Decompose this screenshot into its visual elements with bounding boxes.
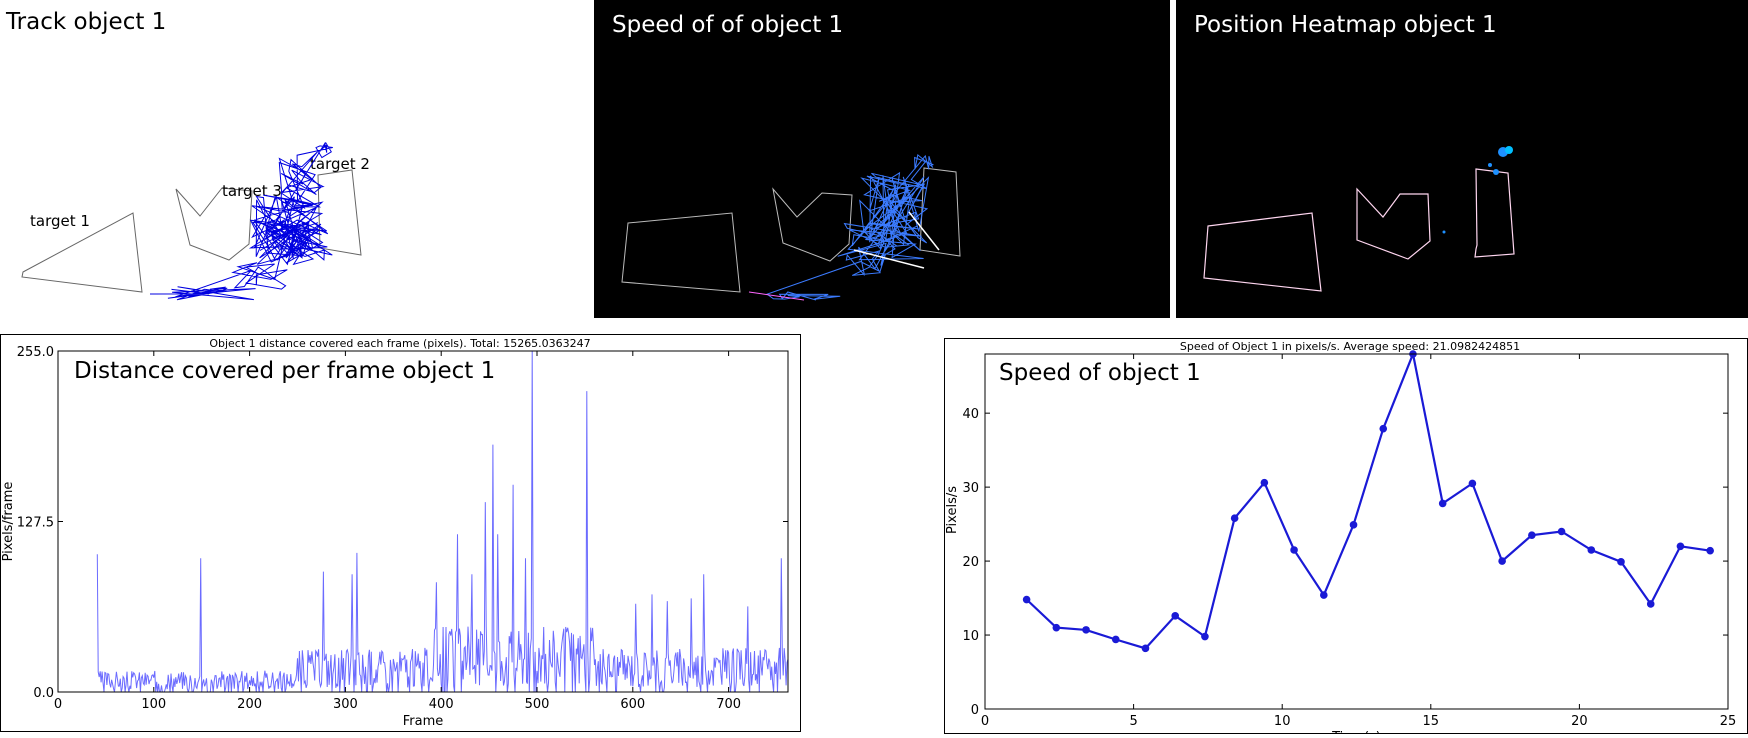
- distance-chart-svg: Object 1 distance covered each frame (pi…: [1, 337, 789, 729]
- heatmap-title: Position Heatmap object 1: [1194, 12, 1497, 38]
- target-2-label: target 2: [310, 155, 370, 173]
- distance-ytick-label: 255.0: [17, 345, 54, 360]
- heatmap-hotspot-2: [1505, 146, 1513, 154]
- speed-data-point: [1052, 623, 1061, 632]
- speed-image-zone-2: [772, 187, 853, 262]
- speed-xtick-label: 10: [1274, 714, 1291, 729]
- speed-data-point: [1498, 557, 1506, 565]
- distance-xtick-label: 300: [333, 697, 358, 712]
- distance-chart-title: Object 1 distance covered each frame (pi…: [209, 337, 590, 350]
- distance-xtick-label: 700: [716, 697, 741, 712]
- distance-series-line: [96, 351, 788, 692]
- speed-data-point: [1617, 558, 1625, 566]
- target-1-label: target 1: [30, 212, 90, 230]
- speed-highlight-line-1: [853, 249, 925, 269]
- speed-data-point: [1290, 546, 1298, 554]
- speed-plot-frame: [984, 353, 1729, 710]
- speed-ylabel: Pixels/s: [945, 486, 960, 534]
- heatmap-hotspot-4: [1488, 163, 1492, 167]
- speed-data-point: [1468, 479, 1477, 488]
- speed-data-point: [1230, 514, 1239, 522]
- speed-ytick-label: 20: [962, 555, 979, 570]
- distance-xlabel: Frame: [403, 714, 444, 729]
- speed-data-point: [1379, 424, 1388, 433]
- heatmap-drawing: [1203, 146, 1515, 292]
- speed-series-line: [1025, 350, 1711, 650]
- track-panel-title: Track object 1: [6, 9, 167, 35]
- speed-data-point: [1022, 595, 1031, 604]
- speed-data-point: [1557, 527, 1566, 536]
- speed-data-point: [1438, 499, 1447, 508]
- distance-xtick-label: 400: [429, 697, 454, 712]
- speed-chart-annotation: Speed of object 1: [999, 360, 1201, 386]
- speed-chart-title: Speed of Object 1 in pixels/s. Average s…: [1180, 340, 1520, 353]
- speed-data-point: [1201, 632, 1209, 641]
- speed-highlight-line-3: [748, 291, 805, 301]
- speed-image-panel: Speed of of object 1: [594, 0, 1170, 318]
- target-1-zone: [21, 212, 143, 293]
- heatmap-hotspot-5: [1442, 230, 1446, 234]
- heatmap-hotspot-3: [1493, 169, 1499, 175]
- speed-data-point: [1706, 546, 1714, 555]
- speed-ytick-label: 0: [971, 703, 979, 718]
- target-2-zone: [317, 169, 362, 256]
- distance-ylabel: Pixels/frame: [1, 482, 16, 562]
- distance-chart: Object 1 distance covered each frame (pi…: [0, 334, 801, 732]
- speed-xtick-label: 5: [1129, 714, 1137, 729]
- speed-data-point: [1320, 591, 1328, 599]
- speed-ytick-label: 30: [962, 481, 979, 496]
- speed-data-point: [1082, 626, 1090, 634]
- speed-track-path: [766, 153, 934, 301]
- heatmap-zone-1: [1203, 212, 1322, 292]
- speed-data-point: [1349, 521, 1358, 529]
- object-track-path: [149, 141, 333, 301]
- speed-data-point: [1260, 478, 1269, 487]
- speed-data-point: [1111, 635, 1120, 644]
- speed-data-point: [1528, 531, 1536, 539]
- speed-xlabel: Time(s): [1331, 730, 1381, 734]
- speed-data-point: [1141, 644, 1150, 653]
- speed-image-zone-3: [919, 167, 961, 257]
- heatmap-panel: Position Heatmap object 1: [1176, 0, 1748, 318]
- speed-image-zone-1: [621, 212, 741, 293]
- speed-xtick-label: 20: [1571, 714, 1588, 729]
- distance-xtick-label: 0: [54, 697, 62, 712]
- distance-chart-annotation: Distance covered per frame object 1: [74, 358, 495, 384]
- speed-highlight-line-2: [908, 211, 940, 251]
- speed-chart-svg: Speed of Object 1 in pixels/s. Average s…: [945, 340, 1737, 734]
- speed-data-point: [1676, 542, 1685, 551]
- speed-xtick-label: 15: [1423, 714, 1440, 729]
- distance-plot-frame: [57, 350, 789, 693]
- speed-chart: Speed of Object 1 in pixels/s. Average s…: [944, 338, 1748, 734]
- speed-ytick-label: 40: [962, 407, 979, 422]
- heatmap-zone-3: [1474, 168, 1515, 258]
- distance-xtick-label: 500: [525, 697, 550, 712]
- speed-image-title: Speed of of object 1: [612, 12, 844, 38]
- speed-ytick-label: 10: [962, 629, 979, 644]
- target-3-zone: [175, 187, 253, 261]
- track-drawing: target 1 target 2 target 3: [21, 141, 370, 301]
- track-panel: Track object 1 target 1 target 2 target …: [0, 0, 592, 318]
- distance-xtick-label: 100: [141, 697, 166, 712]
- distance-ytick-label: 127.5: [17, 516, 54, 531]
- speed-xtick-label: 0: [981, 714, 989, 729]
- distance-ytick-label: 0.0: [33, 686, 54, 701]
- speed-image-drawing: [621, 153, 961, 301]
- distance-xtick-label: 600: [620, 697, 645, 712]
- distance-xtick-label: 200: [237, 697, 262, 712]
- speed-data-point: [1171, 612, 1180, 620]
- speed-data-point: [1587, 546, 1596, 554]
- speed-xtick-label: 25: [1720, 714, 1737, 729]
- speed-data-point: [1646, 600, 1655, 608]
- heatmap-zone-2: [1356, 187, 1431, 260]
